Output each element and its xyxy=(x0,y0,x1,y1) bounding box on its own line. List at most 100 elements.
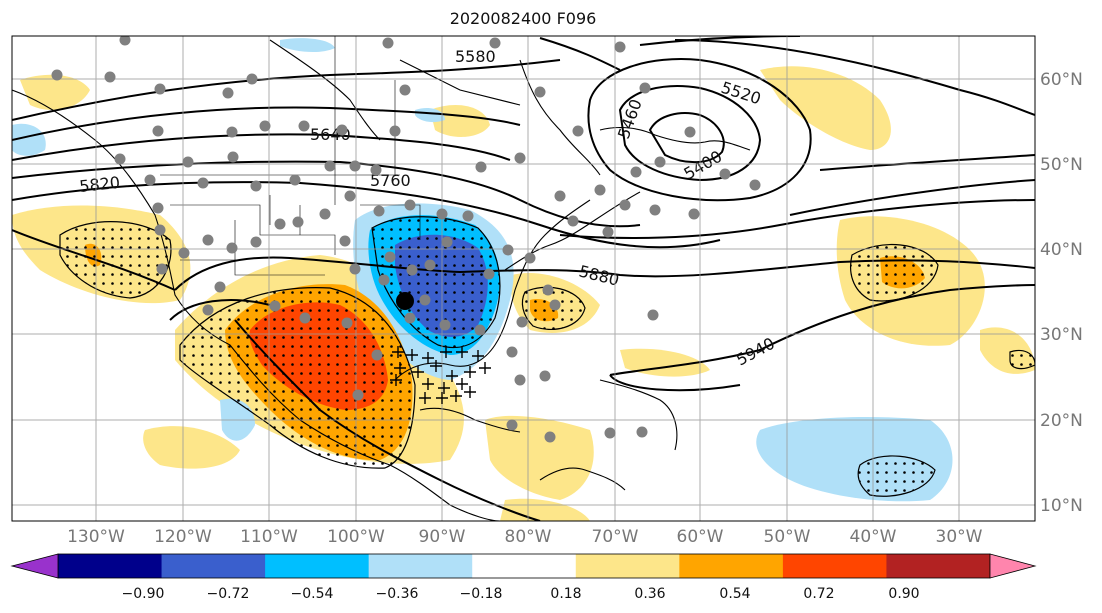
plus-marker xyxy=(436,392,448,404)
lon-label: 100°W xyxy=(327,527,385,547)
latitude-labels: 60°N 50°N 40°N 30°N 20°N 10°N xyxy=(1040,70,1083,516)
station-dot xyxy=(319,208,331,220)
station-dot xyxy=(554,190,566,202)
plus-marker xyxy=(446,370,458,382)
station-dot xyxy=(51,69,63,81)
station-dot xyxy=(619,199,631,211)
lon-label: 80°W xyxy=(505,527,552,547)
station-dot xyxy=(144,174,156,186)
station-dot xyxy=(462,210,474,222)
plus-marker xyxy=(392,346,404,358)
plus-marker xyxy=(390,374,402,386)
lat-label: 20°N xyxy=(1040,411,1083,431)
station-dot xyxy=(654,156,666,168)
station-dot xyxy=(649,204,661,216)
plus-marker xyxy=(422,352,434,364)
contour-label: 5820 xyxy=(78,173,120,196)
graticule xyxy=(12,36,1035,521)
plus-marker xyxy=(430,360,442,372)
station-dot xyxy=(424,259,436,271)
lon-label: 110°W xyxy=(240,527,298,547)
station-dot xyxy=(339,235,351,247)
lon-label: 60°W xyxy=(677,527,724,547)
station-dot xyxy=(399,84,411,96)
colorbar-tick-label: −0.18 xyxy=(460,586,503,602)
station-dot xyxy=(684,126,696,138)
contour-label: 5580 xyxy=(455,47,496,66)
station-dot xyxy=(647,309,659,321)
station-dot xyxy=(227,151,239,163)
lon-label: 90°W xyxy=(419,527,466,547)
station-dot xyxy=(436,208,448,220)
station-dot xyxy=(719,168,731,180)
station-dot xyxy=(202,234,214,246)
station-dot xyxy=(567,215,579,227)
station-dot xyxy=(639,82,651,94)
station-dot xyxy=(154,224,166,236)
station-dot xyxy=(524,252,536,264)
lon-label: 130°W xyxy=(67,527,125,547)
longitude-labels: 130°W 120°W 110°W 100°W 90°W 80°W 70°W 6… xyxy=(67,527,983,547)
station-dot xyxy=(341,317,353,329)
station-dot xyxy=(502,244,514,256)
station-dot xyxy=(156,263,168,275)
plus-marker xyxy=(464,366,476,378)
station-dot xyxy=(292,216,304,228)
colorbar-tick-label: 0.36 xyxy=(634,586,665,602)
station-dot xyxy=(483,268,495,280)
plus-marker xyxy=(419,392,431,404)
lat-label: 10°N xyxy=(1040,496,1083,516)
plus-marker xyxy=(472,350,484,362)
colorbar-segments xyxy=(57,553,991,579)
colorbar-segment xyxy=(575,554,680,578)
station-markers xyxy=(51,36,761,443)
plus-markers xyxy=(390,346,491,404)
colorbar-tick-label: 0.18 xyxy=(550,586,581,602)
map-frame xyxy=(11,35,1036,522)
lat-label: 40°N xyxy=(1040,240,1083,260)
plus-marker xyxy=(422,378,434,390)
colorbar: −0.90 −0.72 −0.54 −0.36 −0.18 0.18 0.36 … xyxy=(10,553,1037,602)
station-dot xyxy=(104,71,116,83)
map-content: 5580 5520 5460 5400 5640 5760 5820 5880 … xyxy=(12,36,1035,521)
colorbar-min-arrow xyxy=(10,553,59,579)
political-borders xyxy=(160,36,421,276)
station-dot xyxy=(514,152,526,164)
station-dot xyxy=(226,126,238,138)
station-dot xyxy=(274,218,286,230)
station-dot xyxy=(475,161,487,173)
station-dot xyxy=(382,37,394,49)
lat-label: 50°N xyxy=(1040,155,1083,175)
lon-label: 40°W xyxy=(850,527,897,547)
colorbar-segment xyxy=(782,554,887,578)
station-dot xyxy=(250,180,262,192)
colorbar-tick-label: −0.36 xyxy=(376,586,419,602)
colorbar-segment xyxy=(886,554,991,578)
colorbar-tick-label: 0.72 xyxy=(803,586,834,602)
station-dot xyxy=(539,370,551,382)
colorbar-ticks: −0.90 −0.72 −0.54 −0.36 −0.18 0.18 0.36 … xyxy=(122,586,920,602)
station-dot xyxy=(269,300,281,312)
station-dot xyxy=(404,312,416,324)
colorbar-tick-label: 0.54 xyxy=(719,586,750,602)
station-dot xyxy=(514,374,526,386)
station-dot xyxy=(604,427,616,439)
plus-marker xyxy=(456,378,468,390)
station-dot xyxy=(299,312,311,324)
station-dot xyxy=(119,36,131,46)
station-dot xyxy=(749,179,761,191)
station-dot xyxy=(214,281,226,293)
station-dot xyxy=(246,73,258,85)
station-dot xyxy=(439,319,451,331)
station-dot xyxy=(226,242,238,254)
station-dot xyxy=(371,349,383,361)
colorbar-segment xyxy=(161,554,266,578)
colorbar-max-arrow xyxy=(989,553,1037,579)
plus-marker xyxy=(440,346,452,358)
station-dot xyxy=(349,263,361,275)
lon-label: 30°W xyxy=(936,527,983,547)
colorbar-tick-label: −0.72 xyxy=(207,586,250,602)
station-dot xyxy=(389,125,401,137)
lat-label: 60°N xyxy=(1040,70,1083,90)
